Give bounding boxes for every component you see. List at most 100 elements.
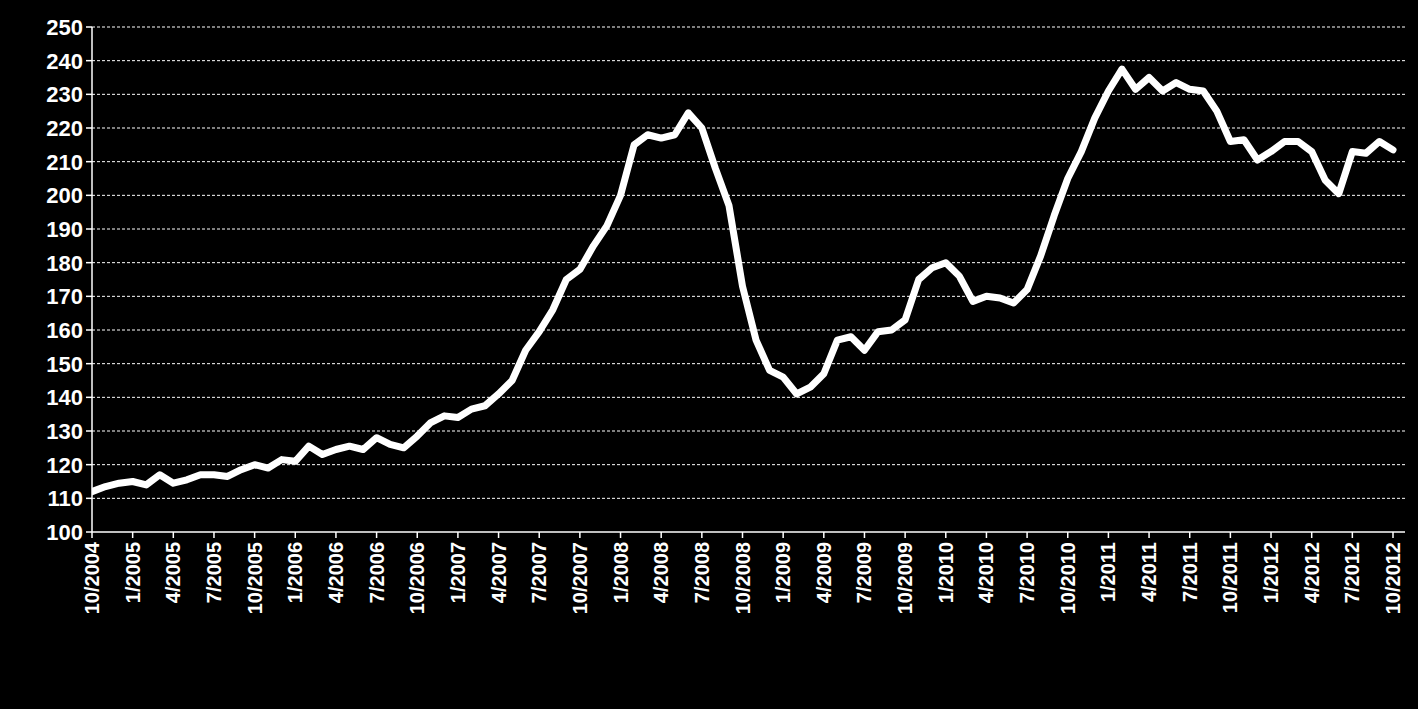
x-tick <box>1108 532 1110 538</box>
x-tick <box>620 532 622 538</box>
chart: 1001101201301401501601701801902002102202… <box>0 0 1418 709</box>
x-tick <box>660 532 662 538</box>
grid-line <box>92 195 1405 196</box>
y-tick <box>86 262 92 264</box>
x-axis <box>92 531 1405 533</box>
x-tick-label: 1/2010 <box>935 542 957 603</box>
x-tick <box>945 532 947 538</box>
x-tick <box>538 532 540 538</box>
y-tick <box>86 26 92 28</box>
x-tick <box>498 532 500 538</box>
x-tick-label: 1/2005 <box>122 542 144 603</box>
x-tick <box>904 532 906 538</box>
y-tick <box>86 161 92 163</box>
x-tick-label: 10/2008 <box>732 542 754 614</box>
x-tick <box>1026 532 1028 538</box>
x-tick <box>335 532 337 538</box>
y-tick-label: 110 <box>48 486 84 511</box>
x-tick-label: 1/2011 <box>1097 542 1119 602</box>
x-tick-label: 1/2007 <box>447 542 469 603</box>
x-tick-label: 10/2010 <box>1057 542 1079 614</box>
y-tick <box>86 363 92 365</box>
y-tick-label: 160 <box>46 318 83 343</box>
x-tick-label: 10/2005 <box>244 542 266 614</box>
grid-line <box>92 27 1405 28</box>
x-tick-label: 4/2010 <box>975 542 997 603</box>
x-tick-label: 7/2010 <box>1016 542 1038 603</box>
grid-line <box>92 262 1405 263</box>
x-tick-label: 7/2007 <box>528 542 550 603</box>
y-tick-label: 250 <box>46 15 83 40</box>
x-tick <box>1352 532 1354 538</box>
background <box>0 0 1418 709</box>
y-tick-label: 130 <box>46 419 83 444</box>
y-tick <box>86 195 92 197</box>
x-tick-label: 4/2007 <box>488 542 510 603</box>
grid-line <box>92 161 1405 162</box>
grid-line <box>92 60 1405 61</box>
x-tick-label: 4/2011 <box>1138 542 1160 602</box>
x-tick-label: 7/2011 <box>1179 542 1201 602</box>
x-tick-label: 4/2006 <box>325 542 347 603</box>
y-tick-label: 100 <box>46 520 83 545</box>
x-tick-label: 7/2005 <box>203 542 225 603</box>
x-tick-label: 4/2012 <box>1301 542 1323 603</box>
x-tick <box>1270 532 1272 538</box>
x-tick-label: 7/2009 <box>853 542 875 603</box>
x-tick <box>701 532 703 538</box>
y-axis <box>91 27 93 532</box>
x-tick <box>742 532 744 538</box>
y-tick <box>86 296 92 298</box>
x-tick-label: 10/2004 <box>81 541 103 614</box>
x-tick <box>823 532 825 538</box>
x-tick <box>132 532 134 538</box>
x-tick <box>864 532 866 538</box>
x-tick-label: 7/2008 <box>691 542 713 603</box>
x-tick-label: 1/2006 <box>284 542 306 603</box>
x-tick <box>417 532 419 538</box>
y-tick <box>86 94 92 96</box>
x-tick <box>1189 532 1191 538</box>
x-tick-label: 10/2007 <box>569 542 591 614</box>
x-tick <box>986 532 988 538</box>
y-tick-label: 120 <box>46 453 83 478</box>
grid-line <box>92 229 1405 230</box>
x-tick-label: 10/2012 <box>1382 542 1404 614</box>
y-tick <box>86 430 92 432</box>
grid-line <box>92 330 1405 331</box>
y-tick-label: 180 <box>46 251 83 276</box>
y-tick-label: 200 <box>46 183 83 208</box>
x-tick-label: 1/2009 <box>772 542 794 603</box>
x-tick <box>1392 532 1394 538</box>
x-tick <box>254 532 256 538</box>
x-tick <box>376 532 378 538</box>
x-tick-label: 7/2012 <box>1341 542 1363 603</box>
x-tick <box>213 532 215 538</box>
x-tick-label: 1/2012 <box>1260 542 1282 603</box>
x-tick <box>1067 532 1069 538</box>
plot-area <box>92 69 1393 492</box>
y-tick <box>86 127 92 129</box>
x-tick <box>1311 532 1313 538</box>
grid-line <box>92 363 1405 364</box>
y-tick <box>86 228 92 230</box>
x-tick-label: 4/2005 <box>162 542 184 603</box>
grid-line <box>92 464 1405 465</box>
y-tick-label: 140 <box>46 385 83 410</box>
x-tick <box>579 532 581 538</box>
y-tick <box>86 531 92 533</box>
x-tick-label: 1/2008 <box>610 542 632 603</box>
y-tick <box>86 498 92 500</box>
y-tick-label: 170 <box>46 284 83 309</box>
line-series <box>92 69 1393 492</box>
y-tick <box>86 464 92 466</box>
grid-line <box>92 397 1405 398</box>
x-tick <box>173 532 175 538</box>
x-tick <box>1148 532 1150 538</box>
x-tick-label: 10/2006 <box>406 542 428 614</box>
y-tick-label: 240 <box>46 49 83 74</box>
y-tick-label: 150 <box>46 352 83 377</box>
y-tick-label: 230 <box>46 82 83 107</box>
x-tick <box>457 532 459 538</box>
x-tick-label: 4/2009 <box>813 542 835 603</box>
